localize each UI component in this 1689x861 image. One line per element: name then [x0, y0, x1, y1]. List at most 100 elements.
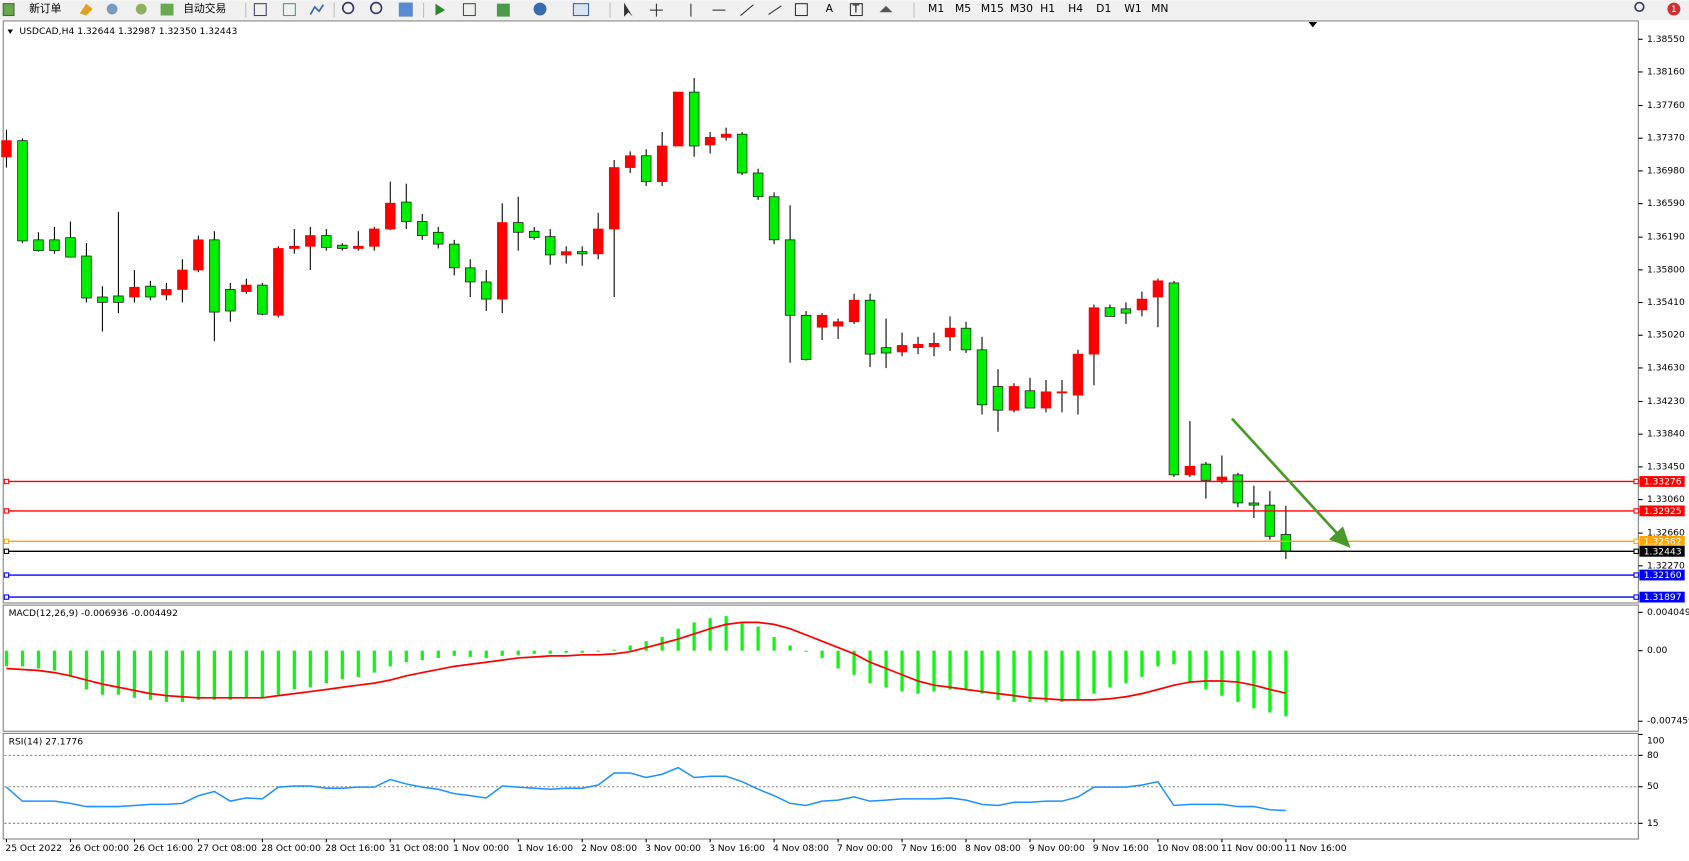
macd-bar: [20, 650, 25, 667]
x-tick-label: 2 Nov 08:00: [581, 843, 637, 854]
candle-body: [49, 239, 60, 252]
icon-shift[interactable]: [462, 3, 476, 17]
candle-body: [784, 239, 796, 316]
macd-bar: [564, 650, 568, 653]
notification-count[interactable]: 1: [1671, 5, 1676, 15]
macd-bar: [484, 650, 488, 658]
macd-bar: [1156, 650, 1160, 667]
level-label-box: [1639, 505, 1685, 517]
x-tick-label: 26 Oct 16:00: [133, 843, 193, 854]
icon-indicators[interactable]: [496, 3, 510, 17]
macd-bar: [644, 641, 648, 651]
icon-tile[interactable]: [398, 2, 413, 17]
icon-scroll[interactable]: [435, 3, 446, 16]
macd-bar: [340, 650, 344, 679]
candle-body: [1216, 476, 1228, 481]
icon-templates[interactable]: [572, 3, 590, 17]
candle-body: [560, 251, 572, 256]
icon-trendline[interactable]: [740, 4, 754, 16]
icon-search[interactable]: [1634, 1, 1645, 13]
timeframe-button[interactable]: M5: [955, 2, 971, 15]
timeframe-button[interactable]: MN: [1151, 2, 1168, 15]
toolbar-bg: [0, 0, 1689, 20]
macd-bar: [612, 649, 616, 651]
candle-body: [1120, 308, 1132, 314]
plot: 1.38550 1.38160 1.37760 1.37370 1.36980 1.365…: [1, 34, 1689, 854]
icon-auto-trading[interactable]: [160, 3, 174, 16]
y-tick-label: 80: [1647, 750, 1659, 761]
icon-channel[interactable]: [768, 5, 782, 15]
candle-body: [289, 245, 300, 249]
macd-bar: [84, 650, 89, 690]
timeframe-button[interactable]: D1: [1096, 2, 1111, 15]
macd-bar: [116, 650, 121, 695]
candle-body: [624, 155, 636, 168]
macd-bar: [1108, 650, 1112, 688]
icon-candles[interactable]: [282, 3, 296, 17]
macd-bar: [196, 650, 200, 700]
candle-body: [528, 230, 540, 239]
timeframe-button[interactable]: H4: [1068, 2, 1083, 15]
y-tick-label: 1.38550: [1647, 34, 1685, 45]
label-tool[interactable]: T: [852, 3, 860, 16]
auto-trading-label[interactable]: 自动交易: [183, 2, 226, 15]
new-order-label[interactable]: 新订单: [29, 2, 62, 15]
icon-signals[interactable]: [135, 3, 147, 15]
macd-bar: [868, 650, 872, 684]
icon-market[interactable]: [106, 3, 118, 15]
icon-fibo[interactable]: [794, 3, 808, 17]
candle-body: [976, 349, 988, 406]
timeframe-button[interactable]: W1: [1124, 2, 1142, 15]
chart-shift-marker[interactable]: [1308, 21, 1318, 28]
x-tick-label: 11 Nov 16:00: [1285, 843, 1347, 854]
icon-bars[interactable]: [253, 3, 267, 17]
x-tick-label: 7 Nov 00:00: [837, 843, 893, 854]
macd-bar: [1252, 650, 1256, 709]
candle-body: [1184, 465, 1196, 476]
text-tool[interactable]: A: [826, 2, 834, 15]
level-handle: [3, 508, 10, 514]
candle-body: [17, 140, 28, 242]
icon-line[interactable]: [309, 4, 325, 15]
candle-body: [544, 236, 556, 256]
candle-body: [640, 155, 652, 183]
candle-body: [736, 133, 748, 174]
icon-cursor[interactable]: [624, 2, 633, 17]
icon-zoom-out[interactable]: [369, 1, 383, 15]
signal-line: [6, 621, 1287, 701]
candle-body: [1280, 534, 1292, 552]
y-tick-label: 1.37370: [1647, 133, 1685, 144]
macd-bar: [180, 650, 185, 702]
icon-periods[interactable]: [533, 2, 547, 16]
candle-body: [465, 267, 476, 283]
x-tick-label: 9 Nov 00:00: [1029, 843, 1085, 854]
candle-body: [1, 140, 12, 158]
label-tool-box[interactable]: [849, 3, 863, 17]
candle-body: [225, 289, 236, 312]
macd-bar: [708, 618, 712, 651]
candle-body: [129, 286, 140, 298]
level-handle: [3, 594, 10, 600]
timeframe-button[interactable]: H1: [1040, 2, 1055, 15]
timeframe-button[interactable]: M15: [981, 2, 1004, 15]
macd-bar: [1236, 650, 1240, 702]
symbol-menu[interactable]: [7, 29, 13, 34]
icon-zoom-in[interactable]: [341, 1, 355, 15]
macd-bar: [100, 650, 105, 695]
icon-new-order[interactable]: [2, 3, 15, 17]
timeframe-button[interactable]: M1: [928, 2, 944, 15]
icon-arrows[interactable]: [879, 5, 893, 13]
level-handle: [1633, 508, 1639, 514]
macd-bar: [132, 650, 137, 698]
macd-bar: [548, 650, 552, 654]
y-tick-label: 1.35410: [1647, 297, 1685, 308]
icon-experts[interactable]: [79, 3, 93, 16]
macd-header: MACD(12,26,9) -0.006936 -0.004492: [9, 608, 178, 619]
notification-badge[interactable]: [1667, 2, 1681, 16]
candle-body: [209, 239, 220, 313]
timeframe-button[interactable]: M30: [1010, 2, 1033, 15]
candle-body: [353, 245, 364, 249]
macd-bar: [980, 650, 984, 694]
candle-body: [688, 91, 700, 147]
